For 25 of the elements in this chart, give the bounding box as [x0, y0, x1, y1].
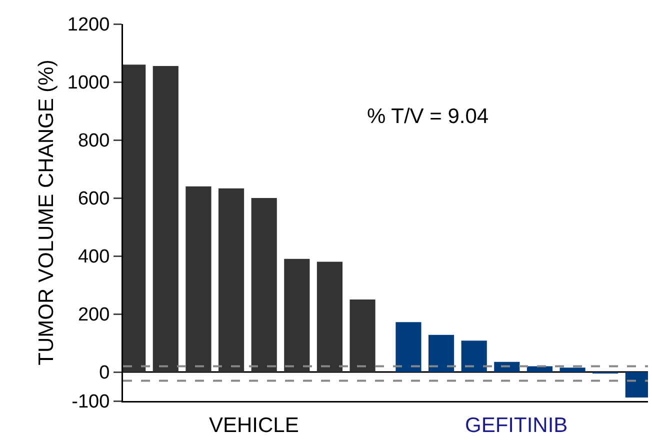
- y-tick-label: 1000: [67, 72, 110, 94]
- bar: [526, 366, 553, 372]
- bar: [560, 368, 586, 372]
- bar: [284, 258, 310, 372]
- y-tick-label: 600: [78, 188, 110, 210]
- y-tick-label: 400: [78, 246, 110, 268]
- bar: [428, 334, 454, 372]
- bar: [396, 322, 422, 372]
- y-tick-label: 800: [78, 130, 110, 152]
- text: GEFITINIB: [465, 414, 568, 437]
- bar: [461, 340, 487, 372]
- bar: [186, 186, 212, 372]
- y-tick-label: 0: [99, 362, 110, 384]
- bar: [152, 66, 178, 372]
- y-tick-label: 1200: [67, 14, 110, 36]
- text: VEHICLE: [209, 414, 299, 437]
- bar: [494, 362, 520, 372]
- bar: [251, 198, 277, 372]
- annotation: % T/V = 9.04: [367, 105, 489, 128]
- bar: [316, 262, 343, 372]
- bar: [218, 188, 244, 372]
- y-tick-label: -100: [72, 392, 110, 413]
- y-axis-title: TUMOR VOLUME CHANGE (%): [34, 60, 58, 366]
- bar: [350, 300, 376, 372]
- y-tick-label: 200: [78, 304, 110, 326]
